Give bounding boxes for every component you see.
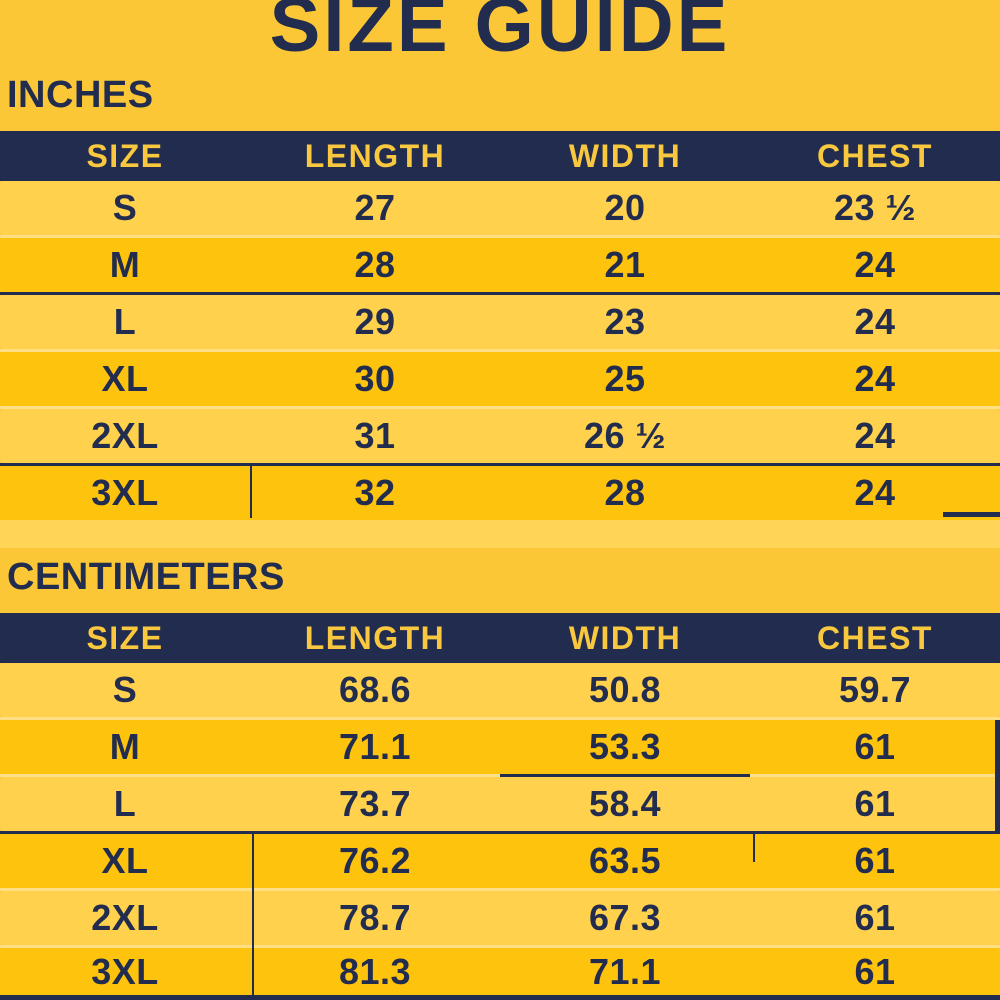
divider-line <box>0 463 1000 518</box>
centimeters-table-header: SIZE LENGTH WIDTH CHEST <box>0 613 1000 663</box>
width-cell: 20 <box>604 187 646 228</box>
width-cell: 53.3 <box>588 726 662 767</box>
inches-table: SIZE LENGTH WIDTH CHEST S 27 20 23 ½ M 2… <box>0 131 1000 548</box>
size-cell: L <box>113 783 137 824</box>
width-cell: 26 ½ <box>583 415 667 456</box>
table-row: L 29 23 24 <box>0 295 1000 349</box>
width-cell: 50.8 <box>588 669 662 710</box>
chest-cell: 24 <box>854 244 896 285</box>
size-cell: 3XL <box>91 472 159 513</box>
length-cell: 31 <box>354 415 396 456</box>
column-header-length: LENGTH <box>304 619 446 656</box>
size-cell: S <box>112 669 138 710</box>
width-cell: 67.3 <box>588 897 662 938</box>
stray-line-artifact <box>943 512 1000 517</box>
size-cell: S <box>112 187 138 228</box>
table-row: M 28 21 24 <box>0 238 1000 292</box>
length-cell: 73.7 <box>338 783 412 824</box>
chest-cell: 23 ½ <box>833 187 917 228</box>
length-cell: 32 <box>354 472 396 513</box>
column-header-chest: CHEST <box>817 619 933 656</box>
chest-cell: 59.7 <box>838 669 912 710</box>
size-cell: L <box>113 301 137 342</box>
table-row: L 73.7 58.4 61 <box>0 777 1000 831</box>
section-label-centimeters: CENTIMETERS <box>7 556 285 598</box>
size-cell: 2XL <box>91 897 159 938</box>
length-cell: 30 <box>354 358 396 399</box>
table-row: 3XL 81.3 71.1 61 <box>0 948 1000 995</box>
size-cell: XL <box>101 840 149 881</box>
row-separator <box>0 235 1000 238</box>
centimeters-table: SIZE LENGTH WIDTH CHEST S 68.6 50.8 59.7… <box>0 613 1000 1000</box>
table-row: 2XL 31 26 ½ 24 <box>0 409 1000 463</box>
table-row: XL 30 25 24 <box>0 352 1000 406</box>
chest-cell: 24 <box>854 472 896 513</box>
divider-line <box>0 292 1000 295</box>
row-separator <box>0 717 1000 720</box>
width-cell: 28 <box>604 472 646 513</box>
column-header-size: SIZE <box>86 137 164 174</box>
row-separator <box>0 945 1000 948</box>
column-header-chest: CHEST <box>817 137 933 174</box>
chest-cell: 61 <box>854 950 896 992</box>
chest-cell: 61 <box>854 726 896 767</box>
chest-cell: 24 <box>854 358 896 399</box>
light-band <box>0 520 1000 548</box>
length-cell: 76.2 <box>338 840 412 881</box>
stray-line-artifact <box>753 834 755 862</box>
length-cell: 68.6 <box>338 669 412 710</box>
width-cell: 21 <box>604 244 646 285</box>
inches-table-header: SIZE LENGTH WIDTH CHEST <box>0 131 1000 181</box>
width-cell: 25 <box>604 358 646 399</box>
stray-line-artifact <box>250 466 252 518</box>
size-cell: M <box>109 244 141 285</box>
size-cell: 2XL <box>91 415 159 456</box>
column-header-size: SIZE <box>86 619 164 656</box>
table-row: 2XL 78.7 67.3 61 <box>0 891 1000 945</box>
size-cell: 3XL <box>91 950 159 992</box>
size-cell: M <box>109 726 141 767</box>
length-cell: 78.7 <box>338 897 412 938</box>
width-cell: 71.1 <box>588 950 662 992</box>
stray-line-artifact <box>500 774 750 777</box>
length-cell: 29 <box>354 301 396 342</box>
table-row: 3XL 32 28 24 <box>0 466 1000 520</box>
width-cell: 58.4 <box>588 783 662 824</box>
length-cell: 27 <box>354 187 396 228</box>
column-header-width: WIDTH <box>568 137 682 174</box>
divider-line <box>0 831 1000 995</box>
chest-cell: 24 <box>854 415 896 456</box>
chest-cell: 24 <box>854 301 896 342</box>
column-header-width: WIDTH <box>568 619 682 656</box>
page-title: SIZE GUIDE <box>269 0 731 68</box>
row-separator <box>0 349 1000 352</box>
table-row: XL 76.2 63.5 61 <box>0 834 1000 888</box>
chest-cell: 61 <box>854 840 896 881</box>
length-cell: 81.3 <box>338 950 412 992</box>
length-cell: 28 <box>354 244 396 285</box>
column-header-length: LENGTH <box>304 137 446 174</box>
width-cell: 63.5 <box>588 840 662 881</box>
row-separator <box>0 406 1000 409</box>
width-cell: 23 <box>604 301 646 342</box>
chest-cell: 61 <box>854 783 896 824</box>
length-cell: 71.1 <box>338 726 412 767</box>
bottom-border-bar <box>0 995 1000 1000</box>
table-row: S 27 20 23 ½ <box>0 181 1000 235</box>
table-row: M 71.1 53.3 61 <box>0 720 1000 774</box>
table-row: S 68.6 50.8 59.7 <box>0 663 1000 717</box>
size-cell: XL <box>101 358 149 399</box>
section-label-inches: INCHES <box>7 74 154 116</box>
stray-line-artifact <box>995 720 1000 834</box>
row-separator <box>0 888 1000 891</box>
chest-cell: 61 <box>854 897 896 938</box>
stray-line-artifact <box>252 834 254 995</box>
